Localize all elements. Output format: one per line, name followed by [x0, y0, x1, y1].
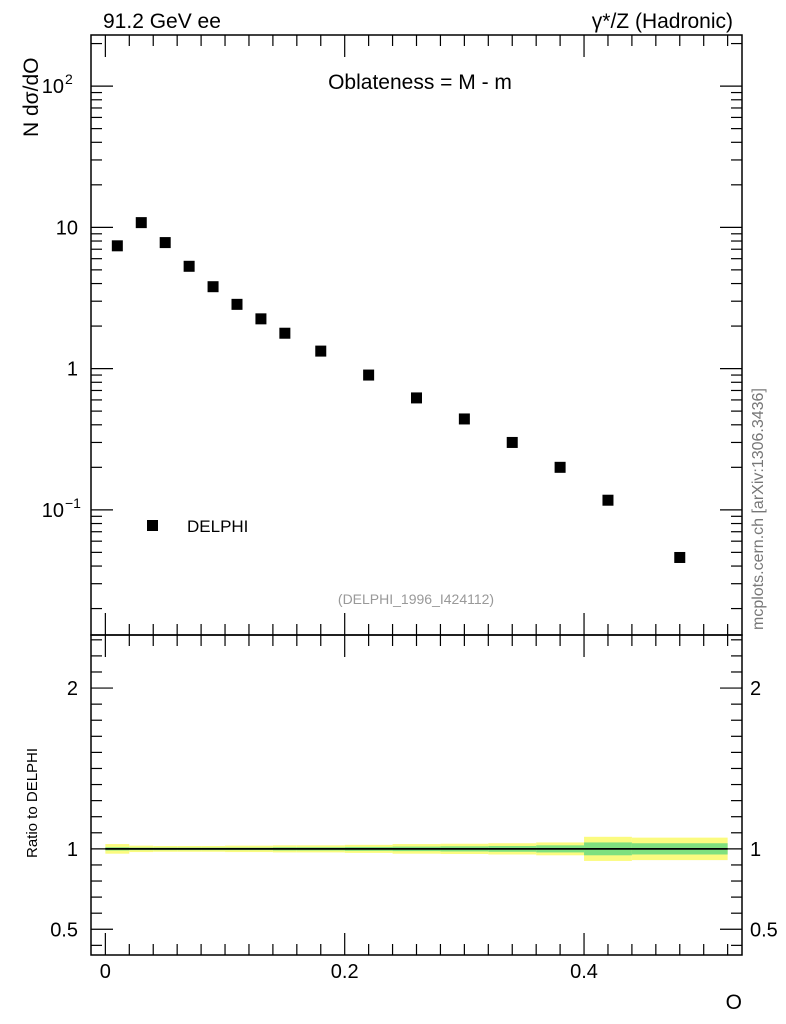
plot-title: Oblateness = M - m: [328, 71, 512, 94]
main-data-points: [111, 217, 686, 563]
legend-label: DELPHI: [187, 517, 248, 536]
ratio-y-tick-label: 1: [67, 839, 78, 861]
ratio-y-axis-label: Ratio to DELPHI: [24, 748, 41, 858]
main-y-tick-exponent: −1: [65, 495, 81, 511]
ratio-ticks: [91, 635, 742, 955]
data-point: [255, 313, 267, 325]
ratio-y-tick-label-right: 0.5: [750, 919, 778, 941]
main-plot-frame: [90, 34, 743, 636]
x-tick-label: 0.2: [331, 961, 359, 983]
main-y-tick-label: 10: [42, 76, 64, 98]
ratio-y-tick-label-right: 1: [750, 839, 761, 861]
analysis-annotation: (DELPHI_1996_I424112): [338, 591, 494, 607]
legend-marker: [147, 520, 158, 531]
data-point: [231, 298, 243, 310]
main-y-tick-label: 10: [56, 217, 78, 239]
ratio-y-tick-label-right: 2: [750, 678, 761, 700]
x-tick-label: 0.4: [570, 961, 598, 983]
ratio-y-tick-labels: 0.5 0.5 1 1 2 2: [50, 678, 778, 941]
ratio-y-tick-label: 0.5: [50, 919, 78, 941]
main-y-axis-label: N dσ/dO: [20, 58, 43, 138]
data-point: [506, 436, 518, 448]
data-point: [207, 281, 219, 293]
data-point: [111, 240, 123, 252]
data-point: [363, 369, 375, 381]
energy-label: 91.2 GeV ee: [103, 10, 221, 33]
ratio-panel: 0.5 0.5 1 1 2 2 0 0.2 0.4 Ratio to DELPHI O: [24, 634, 778, 1014]
main-y-tick-exponent: 2: [65, 71, 73, 87]
x-tick-label: 0: [100, 961, 111, 983]
data-point: [674, 551, 686, 563]
main-y-tick-label: 1: [67, 359, 78, 381]
ratio-y-tick-label: 2: [67, 678, 78, 700]
main-y-tick-label: 10: [42, 500, 64, 522]
ratio-plot-frame: [90, 634, 743, 956]
data-point: [411, 392, 422, 404]
data-point: [315, 345, 327, 357]
data-point: [554, 461, 566, 473]
data-point: [458, 413, 470, 425]
process-label: γ*/Z (Hadronic): [592, 10, 733, 33]
source-credit: mcplots.cern.ch [arXiv:1306.3436]: [750, 388, 767, 630]
data-point: [602, 494, 614, 506]
data-point: [135, 217, 147, 229]
data-point: [159, 237, 171, 249]
data-point: [279, 327, 291, 339]
main-ticks: [91, 35, 742, 635]
data-point: [183, 260, 195, 272]
x-axis-label: O: [726, 991, 742, 1014]
x-tick-labels: 0 0.2 0.4: [100, 961, 598, 983]
